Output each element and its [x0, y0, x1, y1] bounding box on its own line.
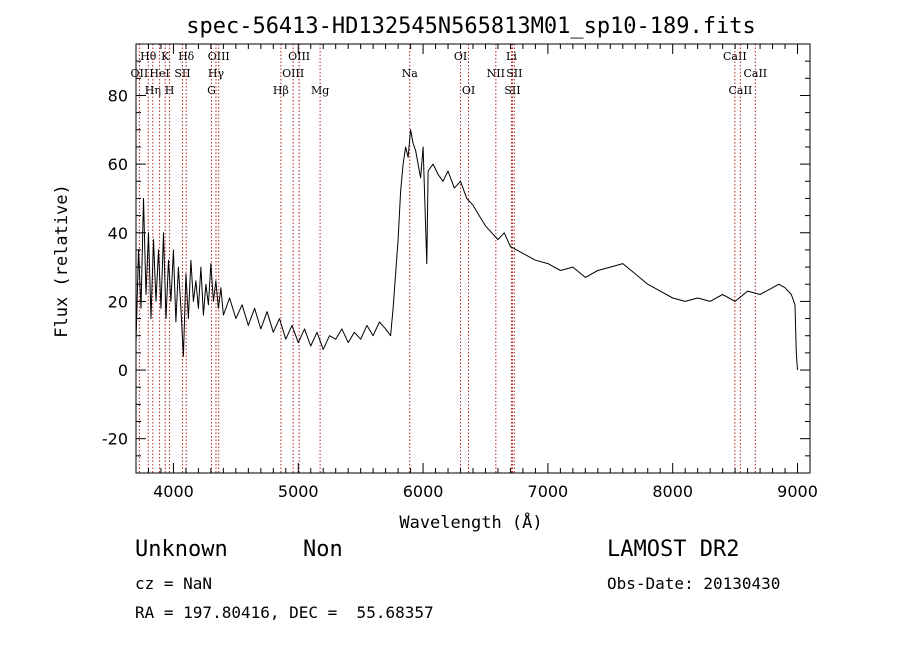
y-tick-label: 20: [108, 292, 128, 311]
line-marker-label: G: [207, 84, 216, 97]
line-marker-label: Hγ: [208, 67, 225, 80]
line-marker-label: Hη: [145, 84, 161, 97]
line-marker-label: SII: [506, 67, 522, 80]
x-tick-label: 4000: [153, 482, 194, 501]
line-marker-label: CaII: [729, 84, 753, 97]
y-tick-label: 80: [108, 86, 128, 105]
line-marker-label: HeI: [149, 67, 169, 80]
x-tick-label: 5000: [278, 482, 319, 501]
x-tick-label: 6000: [403, 482, 444, 501]
x-tick-label: 7000: [528, 482, 569, 501]
spectrum-line-0: [135, 129, 798, 371]
y-tick-label: 40: [108, 224, 128, 243]
x-tick-label: 8000: [652, 482, 693, 501]
chart-title: spec-56413-HD132545N565813M01_sp10-189.f…: [186, 14, 756, 39]
line-marker-label: OIII: [208, 50, 230, 63]
coordinates-text: RA = 197.80416, DEC = 55.68357: [135, 603, 434, 622]
line-marker-label: OIII: [282, 67, 304, 80]
y-tick-label: 60: [108, 155, 128, 174]
plot-axes: 4000 5000 6000 7000 8000 9000 -20 0 20 40 60 80: [102, 43, 818, 501]
line-marker-label: OI: [454, 50, 467, 63]
line-marker-label: OIII: [288, 50, 310, 63]
object-subclass: Non: [303, 537, 343, 562]
y-tick-label: -20: [102, 430, 128, 449]
line-marker-label: Mg: [311, 84, 329, 97]
x-tick-label: 9000: [777, 482, 818, 501]
line-marker-label: Hβ: [273, 84, 289, 97]
line-markers: Hθ OII Hη K HeI H Hδ SII G OIII Hγ Hβ OIII OIII Mg Na OI…: [131, 44, 767, 473]
line-marker-label: Na: [402, 67, 419, 80]
line-marker-label: SII: [174, 67, 190, 80]
line-marker-label: H: [165, 84, 175, 97]
object-class: Unknown: [135, 537, 228, 562]
plot-frame: [135, 43, 811, 474]
line-marker-label: Hθ: [140, 50, 157, 63]
redshift-text: cz = NaN: [135, 574, 213, 593]
line-marker-label: OII: [131, 67, 149, 80]
spectrum-series: [135, 129, 798, 371]
survey-label: LAMOST DR2: [607, 537, 740, 562]
line-marker-label: OI: [462, 84, 475, 97]
y-tick-label: 0: [118, 361, 128, 380]
y-axis-label: Flux (relative): [52, 184, 72, 338]
line-marker-label: NII: [487, 67, 505, 80]
line-marker-label: Hδ: [178, 50, 195, 63]
obs-date-text: Obs-Date: 20130430: [607, 574, 781, 593]
line-marker-label: Li: [506, 50, 517, 63]
x-axis-label: Wavelength (Å): [399, 511, 542, 533]
line-marker-label: K: [161, 50, 170, 63]
line-marker-label: CaII: [743, 67, 767, 80]
line-marker-label: CaII: [723, 50, 747, 63]
line-marker-label: SII: [504, 84, 520, 97]
